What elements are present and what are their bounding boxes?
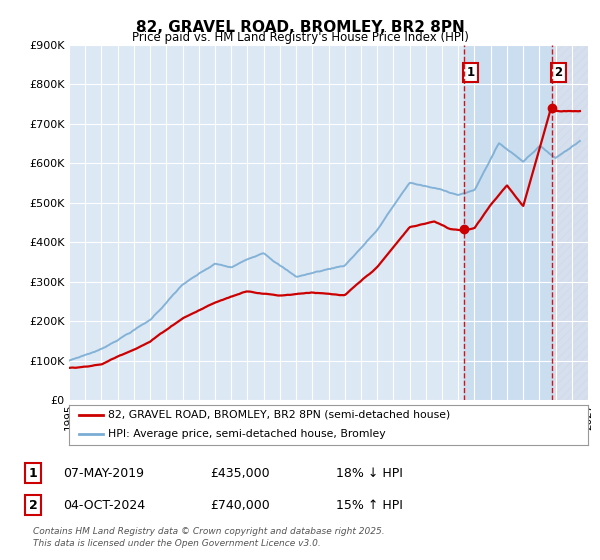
Text: 07-MAY-2019: 07-MAY-2019 [63,466,144,480]
Text: Contains HM Land Registry data © Crown copyright and database right 2025.
This d: Contains HM Land Registry data © Crown c… [33,527,385,548]
Bar [551,45,596,400]
Text: 18% ↓ HPI: 18% ↓ HPI [336,466,403,480]
Text: 82, GRAVEL ROAD, BROMLEY, BR2 8PN (semi-detached house): 82, GRAVEL ROAD, BROMLEY, BR2 8PN (semi-… [108,410,450,420]
Text: 2: 2 [554,66,562,79]
Text: 15% ↑ HPI: 15% ↑ HPI [336,498,403,512]
Text: £740,000: £740,000 [210,498,270,512]
Text: 1: 1 [29,466,37,480]
Text: 04-OCT-2024: 04-OCT-2024 [63,498,145,512]
Bar [464,45,551,400]
Text: 2: 2 [29,498,37,512]
Text: HPI: Average price, semi-detached house, Bromley: HPI: Average price, semi-detached house,… [108,429,386,439]
Text: 1: 1 [466,66,475,79]
Text: Price paid vs. HM Land Registry's House Price Index (HPI): Price paid vs. HM Land Registry's House … [131,31,469,44]
Text: £435,000: £435,000 [210,466,269,480]
Text: 82, GRAVEL ROAD, BROMLEY, BR2 8PN: 82, GRAVEL ROAD, BROMLEY, BR2 8PN [136,20,464,35]
